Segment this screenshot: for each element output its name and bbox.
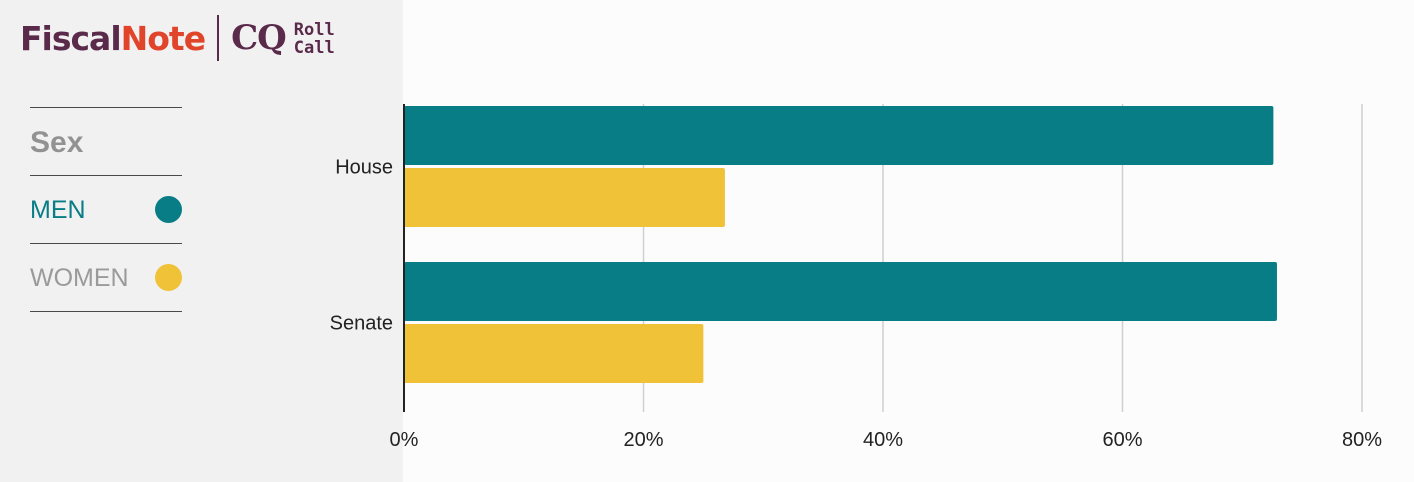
- logo-note-text: Note: [120, 18, 206, 58]
- x-tick-label: 20%: [623, 429, 663, 451]
- logo-call-text: Call: [293, 38, 335, 58]
- legend-item-women[interactable]: WOMEN: [30, 243, 182, 312]
- bar-senate-men[interactable]: [404, 262, 1277, 321]
- legend-dot-women: [155, 264, 182, 291]
- logo-divider: [217, 15, 220, 61]
- logo-fiscal-text: Fiscal: [20, 18, 122, 58]
- x-tick-label: 0%: [390, 429, 419, 451]
- legend-label-women: WOMEN: [30, 264, 129, 292]
- x-tick-label: 40%: [863, 429, 903, 451]
- legend-label-men: MEN: [30, 196, 86, 224]
- bar-house-men[interactable]: [404, 106, 1274, 165]
- legend: Sex MEN WOMEN: [30, 107, 182, 312]
- legend-title: Sex: [30, 126, 84, 159]
- legend-panel: Fiscal Note CQ Roll Call Sex MEN WOMEN: [0, 0, 403, 482]
- logo-cq-text: CQ: [231, 18, 287, 58]
- legend-dot-men: [155, 196, 182, 223]
- x-tick-label: 80%: [1342, 429, 1382, 451]
- category-label: Senate: [330, 313, 393, 335]
- legend-item-men[interactable]: MEN: [30, 175, 182, 243]
- logo-roll-text: Roll: [293, 20, 335, 40]
- bar-senate-women[interactable]: [404, 324, 704, 383]
- x-tick-label: 60%: [1102, 429, 1142, 451]
- bar-house-women[interactable]: [404, 168, 725, 227]
- brand-logo: Fiscal Note CQ Roll Call: [20, 14, 335, 62]
- category-label: House: [335, 157, 393, 179]
- legend-header: Sex: [30, 107, 182, 175]
- logo-rollcall-text: Roll Call: [294, 21, 335, 57]
